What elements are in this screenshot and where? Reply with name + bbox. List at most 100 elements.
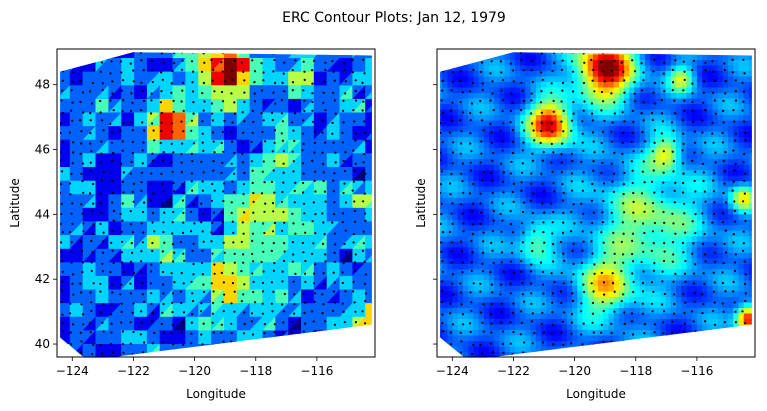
contour-cell (463, 224, 469, 231)
contour-cell (702, 125, 708, 132)
contour-cell (60, 125, 71, 140)
contour-cell (618, 164, 625, 171)
contour-cell (696, 186, 703, 193)
contour-cell (275, 220, 289, 235)
station-point (312, 282, 316, 285)
contour-cell (504, 335, 511, 342)
contour-cell (313, 166, 328, 181)
contour-cell (561, 230, 568, 237)
contour-cell (352, 288, 366, 304)
contour-cell (483, 136, 490, 143)
contour-cell (378, 85, 391, 99)
contour-cell (702, 323, 708, 330)
contour-cell (572, 312, 578, 319)
contour-cell (660, 153, 667, 160)
contour-cell (572, 208, 578, 215)
contour-cell (198, 343, 212, 358)
contour-cell (515, 246, 521, 253)
contour-cell (515, 98, 521, 105)
triangulation-facet (121, 275, 135, 290)
contour-cell (447, 147, 454, 154)
triangulation-facet (172, 71, 186, 86)
contour-cell (275, 98, 289, 113)
triangulation-facet (262, 316, 276, 331)
contour-cell (473, 213, 480, 220)
contour-cell (541, 213, 547, 220)
contour-cell (489, 290, 495, 297)
contour-cell (447, 263, 454, 270)
contour-cell (665, 164, 672, 171)
contour-cell (592, 202, 599, 209)
station-point (191, 292, 194, 295)
station-point (111, 159, 114, 162)
station-point (129, 223, 133, 226)
station-point (139, 52, 142, 54)
contour-cell (551, 268, 558, 275)
contour-cell (572, 246, 578, 253)
contour-cell (546, 180, 552, 187)
contour-cell (707, 92, 714, 99)
station-point (90, 269, 93, 273)
contour-cell (572, 202, 578, 209)
contour-cell (447, 169, 454, 176)
station-point (111, 291, 114, 294)
station-point (181, 81, 185, 84)
contour-cell (463, 53, 469, 60)
contour-cell (509, 335, 516, 342)
station-point (324, 68, 327, 72)
contour-cell (577, 301, 584, 308)
contour-cell (160, 30, 173, 44)
contour-cell (479, 43, 485, 49)
triangulation-facet (172, 84, 186, 99)
contour-cell (515, 75, 521, 82)
station-point (202, 109, 205, 112)
station-point (303, 272, 307, 275)
contour-cell (598, 268, 604, 275)
contour-cell (301, 316, 315, 331)
contour-cell (629, 346, 636, 353)
station-point (324, 61, 327, 64)
contour-cell (702, 175, 708, 182)
contour-cell (676, 285, 682, 292)
station-point (332, 141, 335, 144)
contour-cell (509, 301, 516, 308)
contour-cell (463, 164, 469, 171)
contour-cell (603, 274, 610, 281)
contour-cell (655, 147, 662, 154)
triangulation-facet (211, 180, 225, 195)
contour-cell (670, 346, 677, 353)
station-point (110, 52, 113, 54)
contour-cell (614, 43, 620, 49)
contour-cell (535, 153, 542, 160)
contour-cell (598, 191, 604, 198)
station-point (182, 252, 185, 255)
contour-cell (452, 224, 459, 231)
contour-cell (613, 224, 620, 231)
contour-cell (463, 59, 469, 66)
contour-cell (639, 136, 646, 143)
contour-cell (546, 290, 552, 297)
contour-cell (582, 164, 589, 171)
contour-cell (650, 318, 656, 325)
contour-cell (525, 136, 532, 143)
contour-cell (541, 75, 547, 82)
station-point (72, 352, 75, 355)
contour-cell (696, 81, 703, 88)
contour-cell (572, 241, 578, 248)
station-point (372, 210, 374, 212)
contour-cell (551, 125, 558, 132)
contour-cell (440, 70, 443, 77)
contour-cell (618, 263, 625, 270)
contour-cell (515, 323, 521, 330)
contour-cell (262, 57, 276, 72)
contour-cell (681, 241, 688, 248)
contour-cell (483, 263, 490, 270)
station-point (170, 272, 173, 275)
station-point (341, 221, 344, 224)
contour-cell (457, 191, 464, 198)
contour-cell (587, 235, 594, 242)
contour-cell (556, 307, 563, 314)
contour-cell (608, 318, 615, 325)
station-point (181, 350, 184, 354)
contour-cell (670, 208, 677, 215)
